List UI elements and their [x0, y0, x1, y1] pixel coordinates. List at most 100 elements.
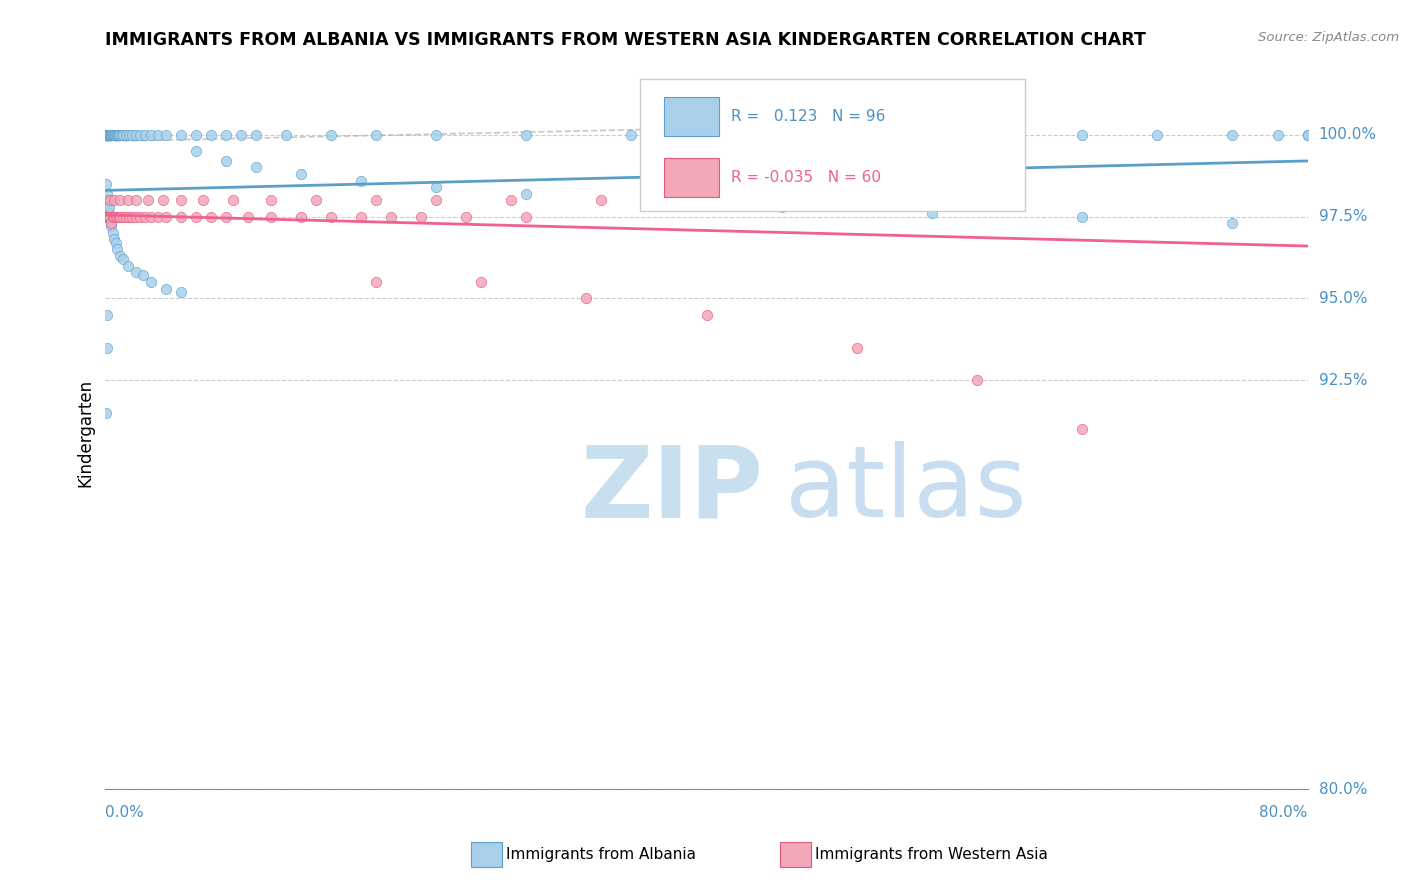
Point: [184, 210, 207, 224]
Point: [364, 128, 387, 142]
Point: [100, 128, 122, 142]
Point: [136, 193, 159, 207]
Point: [104, 128, 127, 142]
Point: [350, 210, 373, 224]
Point: [124, 128, 146, 142]
Point: [97, 128, 120, 142]
Point: [103, 232, 125, 246]
Point: [103, 193, 125, 207]
Point: [96, 341, 118, 355]
Point: [117, 259, 139, 273]
Text: 80.0%: 80.0%: [1319, 782, 1367, 797]
Point: [100, 219, 122, 234]
Point: [222, 193, 245, 207]
Point: [274, 128, 297, 142]
Point: [107, 128, 129, 142]
Point: [921, 206, 943, 220]
Point: [96, 128, 118, 142]
Point: [107, 128, 129, 142]
Point: [1071, 128, 1094, 142]
Text: 0.0%: 0.0%: [105, 805, 145, 820]
Point: [169, 128, 191, 142]
Point: [108, 128, 131, 142]
Point: [97, 210, 120, 224]
Point: [97, 128, 120, 142]
Point: [575, 292, 598, 306]
Point: [515, 128, 537, 142]
Point: [97, 193, 120, 207]
Point: [117, 193, 139, 207]
Point: [146, 210, 169, 224]
Bar: [665, 97, 718, 136]
Point: [184, 128, 207, 142]
Point: [129, 128, 152, 142]
Point: [515, 210, 537, 224]
Text: ZIP: ZIP: [581, 442, 763, 538]
Point: [112, 128, 135, 142]
Point: [214, 153, 236, 168]
Point: [100, 128, 122, 142]
Point: [121, 210, 143, 224]
Point: [200, 210, 222, 224]
Point: [96, 128, 118, 142]
Point: [155, 128, 177, 142]
Point: [515, 186, 537, 201]
Text: IMMIGRANTS FROM ALBANIA VS IMMIGRANTS FROM WESTERN ASIA KINDERGARTEN CORRELATION: IMMIGRANTS FROM ALBANIA VS IMMIGRANTS FR…: [105, 31, 1146, 49]
Point: [112, 252, 135, 267]
Point: [845, 341, 868, 355]
Text: Immigrants from Albania: Immigrants from Albania: [506, 847, 696, 862]
Point: [134, 128, 156, 142]
Point: [104, 128, 127, 142]
Point: [305, 193, 328, 207]
Point: [98, 193, 121, 207]
Point: [129, 210, 152, 224]
Text: 100.0%: 100.0%: [1319, 128, 1376, 142]
Point: [134, 210, 156, 224]
Point: [98, 210, 121, 224]
Point: [364, 275, 387, 289]
Text: 80.0%: 80.0%: [1260, 805, 1308, 820]
Point: [725, 128, 748, 142]
Point: [96, 128, 118, 142]
Point: [96, 186, 118, 201]
Point: [1296, 128, 1319, 142]
Point: [104, 235, 127, 250]
Point: [98, 128, 121, 142]
Bar: [665, 158, 718, 197]
Point: [112, 210, 135, 224]
Point: [591, 193, 613, 207]
Point: [214, 210, 236, 224]
Point: [364, 193, 387, 207]
Point: [104, 210, 127, 224]
Point: [98, 210, 121, 224]
Point: [139, 275, 162, 289]
Point: [97, 210, 120, 224]
Point: [238, 210, 260, 224]
Point: [115, 210, 138, 224]
Point: [100, 216, 122, 230]
Point: [94, 406, 117, 420]
Point: [845, 128, 868, 142]
Point: [98, 210, 121, 224]
Point: [110, 249, 132, 263]
Point: [97, 200, 120, 214]
Point: [107, 242, 129, 256]
Point: [121, 128, 143, 142]
Point: [1071, 210, 1094, 224]
Point: [146, 128, 169, 142]
Point: [103, 128, 125, 142]
Point: [96, 308, 118, 322]
Text: 95.0%: 95.0%: [1319, 291, 1367, 306]
Point: [118, 128, 141, 142]
Point: [214, 128, 236, 142]
Point: [155, 282, 177, 296]
Point: [96, 210, 118, 224]
Point: [101, 226, 124, 240]
Text: Source: ZipAtlas.com: Source: ZipAtlas.com: [1258, 31, 1399, 45]
Point: [409, 210, 432, 224]
Point: [260, 193, 283, 207]
Text: R =   0.123   N = 96: R = 0.123 N = 96: [731, 109, 884, 124]
Point: [101, 128, 124, 142]
Point: [101, 210, 124, 224]
Text: 92.5%: 92.5%: [1319, 373, 1367, 388]
